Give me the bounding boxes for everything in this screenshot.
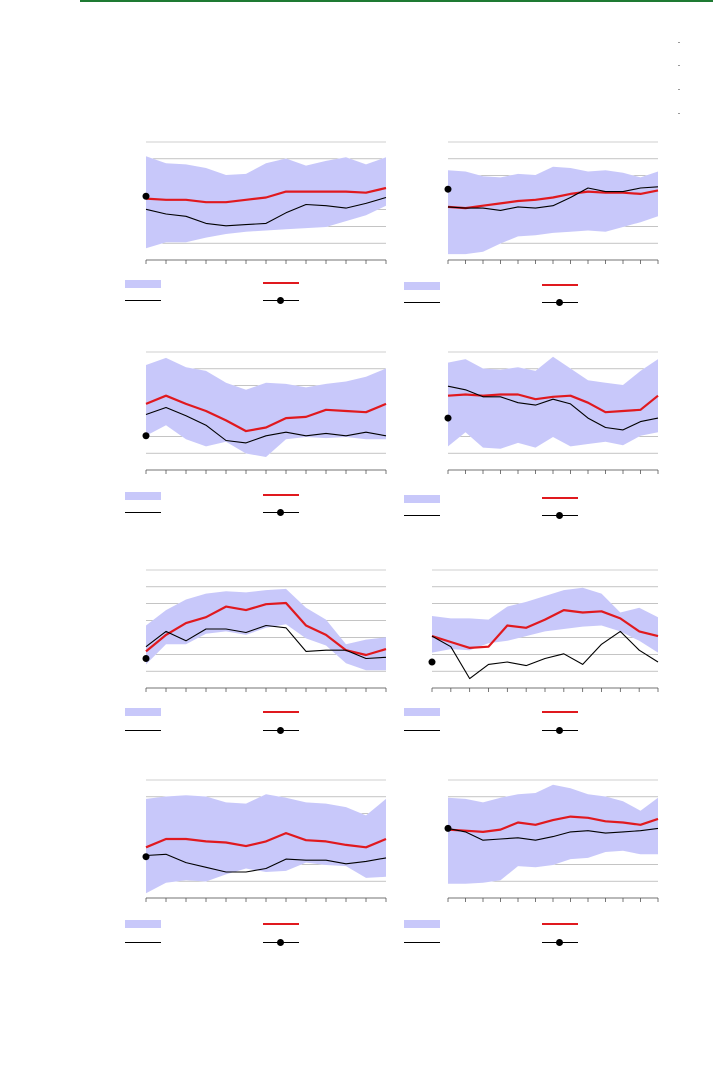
legend-4 — [404, 493, 604, 523]
range-band — [448, 356, 658, 449]
series-line-black — [145, 624, 387, 660]
legend-black-line — [125, 300, 161, 301]
start-marker — [142, 655, 150, 662]
series-line-black — [145, 196, 387, 227]
range-band — [448, 784, 658, 884]
chart-svg — [142, 779, 387, 902]
series-line-red — [145, 186, 387, 204]
legend-black-line — [125, 512, 161, 513]
legend-3 — [125, 490, 325, 520]
chart-panel-6 — [416, 560, 662, 700]
series-line-black — [447, 827, 659, 841]
legend-marker-dot — [556, 939, 563, 946]
legend-marker-dot — [277, 297, 284, 304]
series-line-red — [145, 831, 387, 849]
legend-5 — [125, 708, 325, 738]
chart-svg — [142, 351, 387, 474]
edge-marks — [678, 40, 688, 130]
chart-panel-1 — [130, 132, 390, 272]
legend-red-line — [542, 711, 578, 713]
legend-1 — [125, 278, 325, 308]
series-line-red — [431, 608, 659, 650]
start-marker — [444, 824, 452, 832]
legend-8 — [404, 920, 604, 950]
chart-svg — [444, 779, 659, 902]
series-line-black — [431, 630, 659, 680]
legend-marker-dot — [556, 299, 563, 306]
range-band — [146, 357, 386, 457]
chart-panel-5 — [130, 560, 390, 700]
legend-marker-dot — [277, 509, 284, 516]
start-marker — [142, 192, 150, 200]
legend-band-swatch — [404, 708, 440, 716]
series-line-red — [145, 394, 387, 433]
legend-red-line — [263, 282, 299, 284]
series-line-black — [447, 186, 659, 211]
legend-black-line — [404, 515, 440, 516]
chart-panel-3 — [130, 342, 390, 482]
legend-7 — [125, 920, 325, 950]
chart-svg — [142, 141, 387, 264]
series-line-red — [447, 393, 659, 414]
series-line-black — [145, 406, 387, 444]
legend-band-swatch — [125, 920, 161, 928]
range-band — [448, 166, 658, 255]
legend-black-line — [404, 302, 440, 303]
start-marker — [142, 853, 150, 861]
top-rule — [80, 0, 713, 2]
legend-band-swatch — [125, 492, 161, 500]
legend-marker-dot — [556, 512, 563, 519]
legend-red-line — [542, 497, 578, 499]
legend-band-swatch — [125, 708, 161, 716]
legend-marker-dot — [277, 939, 284, 946]
legend-band-swatch — [404, 920, 440, 928]
chart-panel-7 — [130, 770, 390, 910]
series-line-red — [447, 189, 659, 210]
legend-marker-dot — [277, 727, 284, 734]
series-line-black — [145, 853, 387, 873]
legend-black-line — [404, 730, 440, 731]
chart-svg — [444, 351, 659, 474]
series-line-red — [447, 815, 659, 834]
range-band — [146, 794, 386, 894]
legend-black-line — [125, 942, 161, 943]
legend-band-swatch — [404, 495, 440, 503]
chart-panel-8 — [432, 770, 662, 910]
range-band — [146, 156, 386, 249]
chart-svg — [428, 569, 659, 692]
chart-svg — [444, 141, 659, 264]
chart-panel-2 — [432, 132, 662, 272]
legend-red-line — [542, 284, 578, 286]
chart-panel-4 — [432, 342, 662, 482]
legend-6 — [404, 708, 604, 738]
start-marker — [142, 432, 150, 440]
legend-black-line — [404, 942, 440, 943]
legend-red-line — [542, 923, 578, 925]
chart-svg — [142, 569, 387, 692]
legend-black-line — [125, 730, 161, 731]
series-line-black — [447, 385, 659, 431]
legend-band-swatch — [404, 282, 440, 290]
legend-red-line — [263, 494, 299, 496]
start-marker — [444, 414, 452, 422]
legend-band-swatch — [125, 280, 161, 288]
legend-red-line — [263, 711, 299, 713]
start-marker — [428, 658, 436, 666]
legend-marker-dot — [556, 727, 563, 734]
range-band — [146, 588, 386, 671]
legend-2 — [404, 280, 604, 310]
legend-red-line — [263, 923, 299, 925]
start-marker — [444, 185, 452, 193]
